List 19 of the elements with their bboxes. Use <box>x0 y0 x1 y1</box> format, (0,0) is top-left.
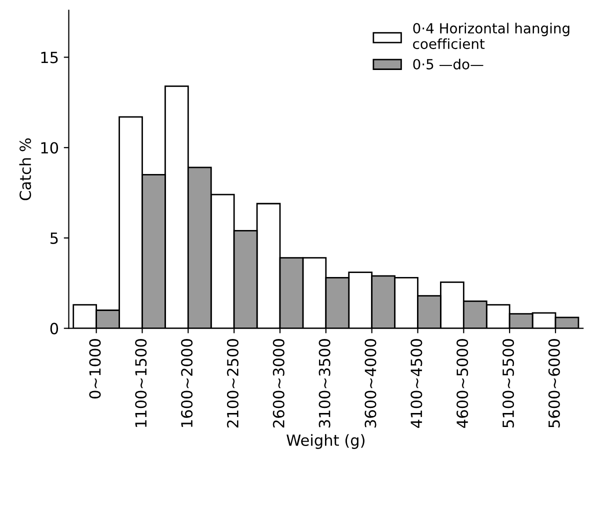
x-tick-label: 1600~2000 <box>181 339 193 427</box>
x-axis-title: Weight (g) <box>286 434 364 449</box>
x-tick-label: 4100~4500 <box>410 339 422 428</box>
x-tick-label: 3100~3500 <box>318 339 330 428</box>
legend-label: 0·5 —do— <box>413 58 484 70</box>
x-tick-label: 5100~5500 <box>502 339 514 428</box>
y-tick-label: 5 <box>50 232 58 244</box>
x-tick-label: 5600~6000 <box>548 339 560 428</box>
x-tick-label: 4600~5000 <box>456 339 468 428</box>
x-tick-label: 3600~4000 <box>364 339 376 428</box>
legend-label: 0·4 Horizontal hanging coefficient <box>413 22 570 50</box>
y-tick-label: 10 <box>41 142 58 154</box>
x-tick-label: 2600~3000 <box>272 339 284 428</box>
x-tick-label: 0~1000 <box>89 339 101 398</box>
y-tick-label: 0 <box>50 322 58 334</box>
x-tick-label: 1100~1500 <box>135 339 147 427</box>
y-axis-title: Catch % <box>19 138 32 200</box>
y-tick-label: 15 <box>41 52 58 64</box>
x-tick-label: 2100~2500 <box>226 339 239 428</box>
